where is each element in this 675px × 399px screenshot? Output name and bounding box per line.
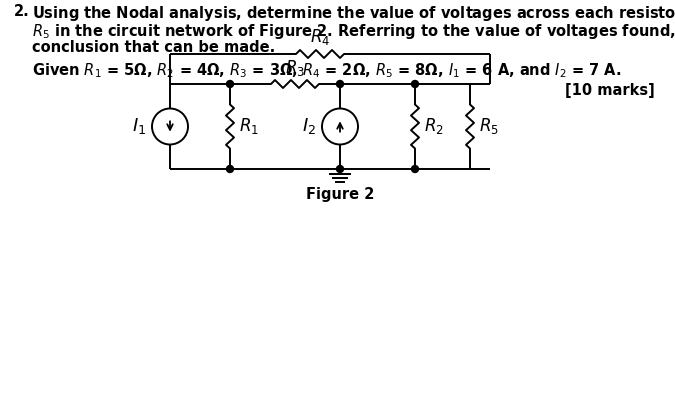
Text: $R_1$: $R_1$ [239, 117, 259, 136]
Text: $R_4$: $R_4$ [310, 27, 330, 47]
Circle shape [227, 81, 234, 87]
Circle shape [337, 81, 344, 87]
Text: $R_5$ in the circuit network of Figure 2. Referring to the value of voltages fou: $R_5$ in the circuit network of Figure 2… [32, 22, 675, 41]
Text: $R_3$: $R_3$ [285, 58, 305, 78]
Text: Figure 2: Figure 2 [306, 187, 374, 202]
Text: 2.: 2. [14, 4, 30, 19]
Text: $I_2$: $I_2$ [302, 117, 316, 136]
Text: Using the Nodal analysis, determine the value of voltages across each resistor, : Using the Nodal analysis, determine the … [32, 4, 675, 23]
Circle shape [412, 81, 418, 87]
Text: $R_2$: $R_2$ [424, 117, 443, 136]
Text: [10 marks]: [10 marks] [565, 83, 655, 98]
Text: Given $R_1$ = 5Ω, $R_2$ = 4Ω, $R_3$ = 3Ω, $R_4$ = 2Ω, $R_5$ = 8Ω, $I_1$ = 6 A, a: Given $R_1$ = 5Ω, $R_2$ = 4Ω, $R_3$ = 3Ω… [32, 61, 621, 80]
Text: $I_1$: $I_1$ [132, 117, 146, 136]
Circle shape [227, 166, 234, 172]
Text: $R_5$: $R_5$ [479, 117, 499, 136]
Text: conclusion that can be made.: conclusion that can be made. [32, 40, 275, 55]
Circle shape [337, 166, 344, 172]
Circle shape [412, 166, 418, 172]
